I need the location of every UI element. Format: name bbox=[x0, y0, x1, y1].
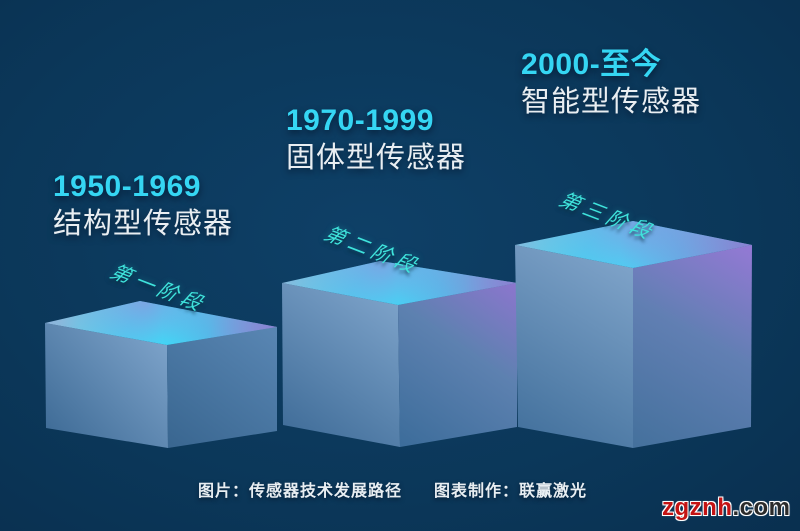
cube-2-top-back-sheen bbox=[282, 261, 517, 305]
watermark: zgznh.com bbox=[662, 494, 791, 522]
cube-3-top-back-sheen bbox=[515, 221, 752, 268]
cube-1-left-face bbox=[45, 323, 168, 448]
cube-stage-3 bbox=[515, 221, 752, 448]
cube-3-right-face bbox=[633, 245, 752, 448]
stage-1-sensor-type: 结构型传感器 bbox=[53, 208, 234, 241]
stage-3-period: 2000-至今 bbox=[521, 48, 662, 81]
cube-1-top-back-sheen bbox=[45, 301, 277, 345]
footer-captions: 图片：传感器技术发展路径 图表制作：联赢激光 bbox=[198, 477, 587, 501]
stage-2-sensor-type: 固体型传感器 bbox=[286, 142, 467, 175]
cube-stage-2 bbox=[282, 261, 517, 447]
stage-3-sensor-type: 智能型传感器 bbox=[521, 86, 702, 119]
cube-1-right-face bbox=[167, 327, 277, 448]
cube-2-left-face bbox=[282, 283, 400, 447]
cube-3-left-face bbox=[515, 245, 633, 448]
stage-3-heading: 2000-至今 智能型传感器 bbox=[521, 47, 701, 120]
watermark-tld: .com bbox=[732, 494, 791, 521]
chart-credit-caption: 图表制作：联赢激光 bbox=[434, 483, 588, 500]
stage-2-period: 1970-1999 bbox=[286, 104, 434, 137]
stage-2-heading: 1970-1999 固体型传感器 bbox=[286, 103, 466, 176]
stage-1-heading: 1950-1969 结构型传感器 bbox=[53, 169, 233, 242]
stage-1-period: 1950-1969 bbox=[53, 170, 201, 203]
watermark-domain: zgznh bbox=[662, 494, 733, 521]
cube-stage-1 bbox=[45, 301, 277, 448]
image-source-caption: 图片：传感器技术发展路径 bbox=[198, 483, 403, 500]
cube-2-right-face bbox=[398, 283, 517, 447]
